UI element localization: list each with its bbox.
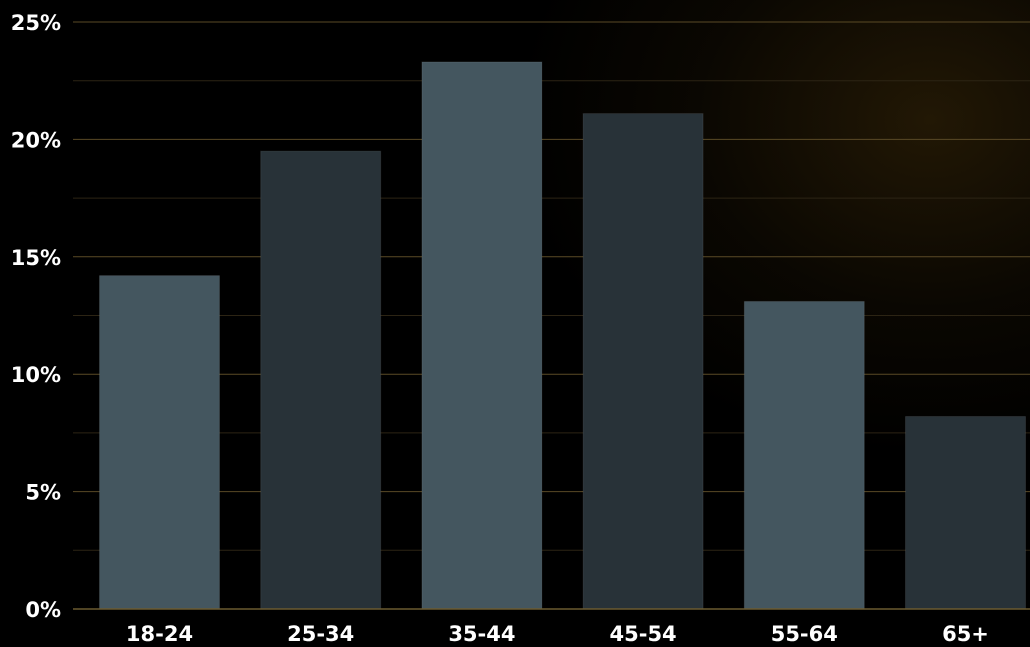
x-tick-label: 45-54 <box>610 622 677 646</box>
x-tick-label: 55-64 <box>771 622 838 646</box>
y-tick-label: 5% <box>25 481 61 505</box>
label-layer: 0% 5% 10% 15% 20% 25% 18-24 25-34 35-44 45-54 55-6… <box>11 11 989 646</box>
bar-65+ <box>905 415 1026 610</box>
y-tick-label: 20% <box>11 128 61 152</box>
x-tick-label: 65+ <box>942 622 989 646</box>
bar-18-24 <box>99 275 220 610</box>
y-tick-label: 15% <box>11 246 61 270</box>
x-tick-label: 35-44 <box>448 622 515 646</box>
x-tick-label: 18-24 <box>126 622 193 646</box>
y-tick-label: 25% <box>11 11 61 35</box>
bar-layer <box>99 61 1026 610</box>
grid-layer <box>73 21 1030 551</box>
x-tick-label: 25-34 <box>287 622 354 646</box>
bar-25-34 <box>260 150 382 610</box>
bar-45-54 <box>582 113 704 610</box>
y-tick-label: 10% <box>11 363 61 387</box>
bar-35-44 <box>421 61 543 610</box>
y-tick-label: 0% <box>25 598 61 622</box>
bar-55-64 <box>743 300 865 610</box>
